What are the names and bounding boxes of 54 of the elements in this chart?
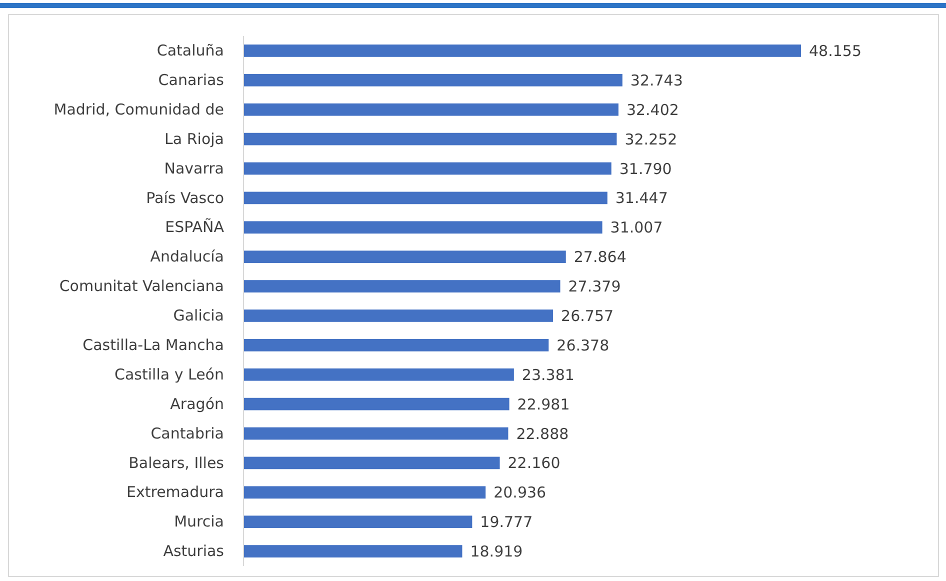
bar xyxy=(243,250,566,264)
y-tick-label: Asturias xyxy=(163,542,224,560)
y-tick-label: Castilla y León xyxy=(114,365,224,384)
y-tick-label: Balears, Illes xyxy=(128,454,224,472)
data-label: 31.790 xyxy=(619,160,672,178)
bar xyxy=(243,427,508,440)
y-tick-label: Cantabria xyxy=(150,424,224,442)
data-label: 27.864 xyxy=(574,248,626,266)
y-tick-label: Castilla-La Mancha xyxy=(82,336,224,354)
data-label: 26.757 xyxy=(561,306,614,325)
y-tick-label: Aragón xyxy=(170,394,224,413)
y-tick-label: Navarra xyxy=(164,159,224,178)
data-label: 22.160 xyxy=(508,454,560,472)
y-tick-label: Andalucía xyxy=(150,248,224,266)
y-tick-label: Murcia xyxy=(174,512,224,531)
data-label: 31.447 xyxy=(615,189,668,208)
bar xyxy=(243,398,510,410)
bar xyxy=(243,132,617,146)
data-label: 19.777 xyxy=(480,513,533,532)
data-label: 20.936 xyxy=(494,484,546,502)
bar xyxy=(243,44,801,57)
bar xyxy=(243,310,554,322)
bar xyxy=(243,545,462,558)
bar xyxy=(243,221,602,234)
bar xyxy=(243,280,560,292)
data-label: 23.381 xyxy=(522,366,574,384)
y-tick-label: Galicia xyxy=(173,306,224,325)
bar xyxy=(243,486,486,499)
data-label: 32.402 xyxy=(626,100,679,119)
y-tick-label: Comunitat Valenciana xyxy=(59,277,224,296)
bar xyxy=(243,162,612,175)
y-tick-label: País Vasco xyxy=(146,188,224,207)
bar xyxy=(243,368,514,381)
data-label: 18.919 xyxy=(470,542,523,561)
y-tick-label: ESPAÑA xyxy=(165,218,225,236)
y-tick-label: Extremadura xyxy=(126,483,224,502)
y-tick-label: Canarias xyxy=(158,70,224,89)
y-tick-label: Madrid, Comunidad de xyxy=(54,100,224,118)
data-label: 32.743 xyxy=(630,71,683,90)
data-label: 48.155 xyxy=(809,42,862,60)
data-label: 26.378 xyxy=(556,336,610,354)
bar xyxy=(243,103,618,116)
bar xyxy=(243,192,608,204)
bar xyxy=(243,516,472,528)
data-label: 22.888 xyxy=(516,424,569,443)
bar xyxy=(243,74,622,86)
data-label: 22.981 xyxy=(517,395,570,414)
bar xyxy=(243,456,500,470)
bar xyxy=(243,338,549,352)
y-tick-label: La Rioja xyxy=(164,130,224,148)
y-tick-label: Cataluña xyxy=(156,42,224,60)
data-label: 27.379 xyxy=(568,278,621,296)
data-label: 31.007 xyxy=(610,218,663,237)
data-label: 32.252 xyxy=(624,130,678,148)
